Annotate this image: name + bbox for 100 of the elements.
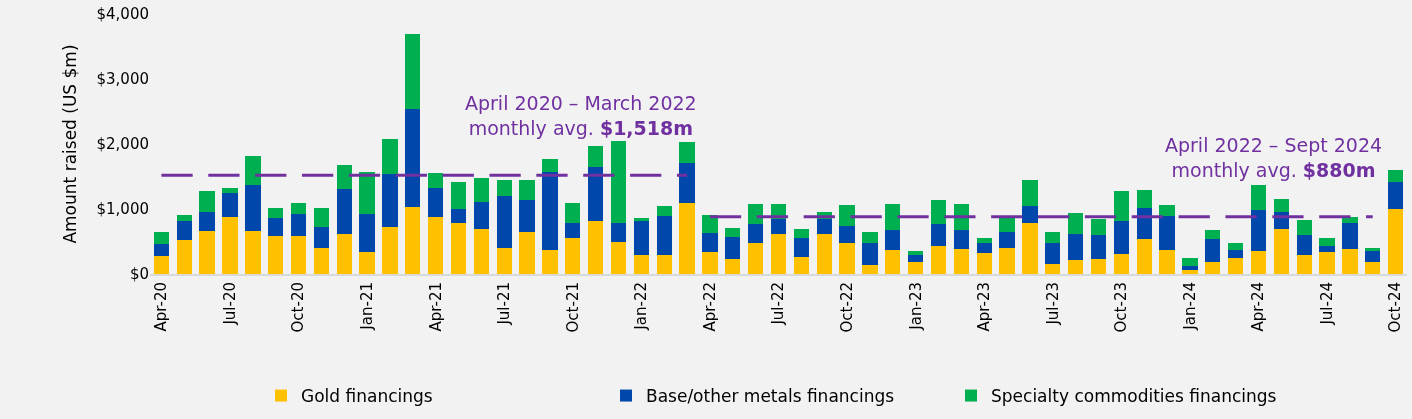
bar — [1159, 205, 1175, 217]
bar — [199, 190, 215, 213]
bar — [999, 248, 1015, 274]
y-tick-label: $3,000 — [96, 70, 149, 89]
bar — [725, 259, 741, 274]
bar — [907, 262, 924, 274]
bar — [428, 217, 444, 274]
bar — [1273, 199, 1289, 212]
bar — [1227, 257, 1244, 274]
bar — [725, 236, 741, 260]
bar — [359, 251, 375, 274]
bar — [793, 257, 810, 274]
x-tick-label: Oct-21 — [563, 282, 582, 333]
x-tick-label: Jan-21 — [357, 282, 376, 331]
x-tick-label: Jan-23 — [906, 282, 925, 331]
bar — [1205, 238, 1221, 262]
bar — [656, 254, 672, 274]
bar — [222, 217, 238, 274]
bar — [1045, 264, 1061, 274]
bar — [565, 203, 581, 223]
bar — [473, 201, 490, 230]
bar — [268, 236, 284, 274]
bar — [268, 218, 284, 237]
bar — [313, 226, 330, 248]
bar — [610, 140, 627, 223]
bar — [519, 199, 535, 233]
bar — [245, 231, 261, 274]
bar — [725, 227, 741, 237]
legend-label: Gold financings — [301, 386, 433, 407]
bar — [656, 216, 672, 255]
bar — [702, 233, 718, 252]
bar — [336, 165, 352, 189]
bar — [1365, 251, 1381, 262]
bar — [702, 214, 718, 234]
x-tick-label: Oct-22 — [837, 282, 856, 333]
bar — [1182, 270, 1198, 274]
bar — [1067, 259, 1084, 274]
bar — [176, 214, 192, 221]
bar — [816, 233, 832, 274]
bar — [610, 222, 627, 242]
bar — [450, 209, 467, 224]
bar — [1365, 248, 1381, 252]
bar — [793, 238, 810, 258]
bar — [862, 264, 878, 274]
x-tick-label: Jul-22 — [769, 282, 788, 326]
x-tick-label: Jul-21 — [495, 282, 514, 326]
y-tick-label: $2,000 — [96, 135, 149, 154]
bar — [1296, 235, 1312, 256]
bar — [428, 172, 444, 189]
bar — [1045, 243, 1061, 265]
bar — [1205, 230, 1221, 239]
bar — [1022, 223, 1038, 274]
bar — [885, 249, 901, 274]
bar — [1136, 238, 1152, 274]
bar — [976, 252, 992, 274]
bar — [290, 203, 307, 214]
bar — [450, 223, 467, 274]
bar — [1273, 229, 1289, 274]
bar — [382, 173, 398, 228]
bar — [1250, 251, 1267, 274]
bar — [519, 180, 535, 200]
bar — [1067, 234, 1084, 260]
bar — [816, 219, 832, 234]
bar — [953, 229, 969, 249]
bar — [1250, 209, 1267, 252]
bar — [1136, 190, 1152, 209]
bar — [770, 219, 787, 234]
bar — [313, 248, 330, 274]
bar — [405, 108, 421, 208]
bar — [839, 225, 855, 244]
bar — [199, 212, 215, 232]
y-tick-label: $0 — [129, 265, 149, 284]
legend-label: Base/other metals financings — [646, 386, 895, 407]
bar — [1296, 255, 1312, 274]
bar — [1342, 222, 1358, 249]
bar — [336, 234, 352, 274]
bar — [633, 255, 650, 274]
x-tick-label: Jul-24 — [1317, 282, 1336, 326]
legend-label: Specialty commodities financings — [991, 386, 1277, 407]
bar — [496, 196, 512, 248]
bar — [1319, 246, 1335, 252]
bar — [1090, 259, 1107, 274]
bar — [359, 213, 375, 252]
bar — [496, 180, 512, 196]
bar — [862, 231, 878, 244]
bar — [747, 223, 764, 243]
bar — [1250, 184, 1267, 210]
bar — [1342, 248, 1358, 274]
bar — [382, 139, 398, 174]
bar — [359, 171, 375, 214]
annotation: April 2022 – Sept 2024 monthly avg. $880m — [1165, 134, 1383, 181]
x-tick-label: Jan-24 — [1180, 282, 1199, 331]
bar — [1159, 216, 1175, 250]
bar — [176, 240, 192, 274]
annotation: April 2020 – March 2022 monthly avg. $1,518m — [465, 92, 697, 139]
bar — [268, 208, 284, 219]
bar — [496, 248, 512, 274]
bar — [930, 246, 947, 274]
bar — [336, 188, 352, 235]
bar — [747, 242, 764, 274]
